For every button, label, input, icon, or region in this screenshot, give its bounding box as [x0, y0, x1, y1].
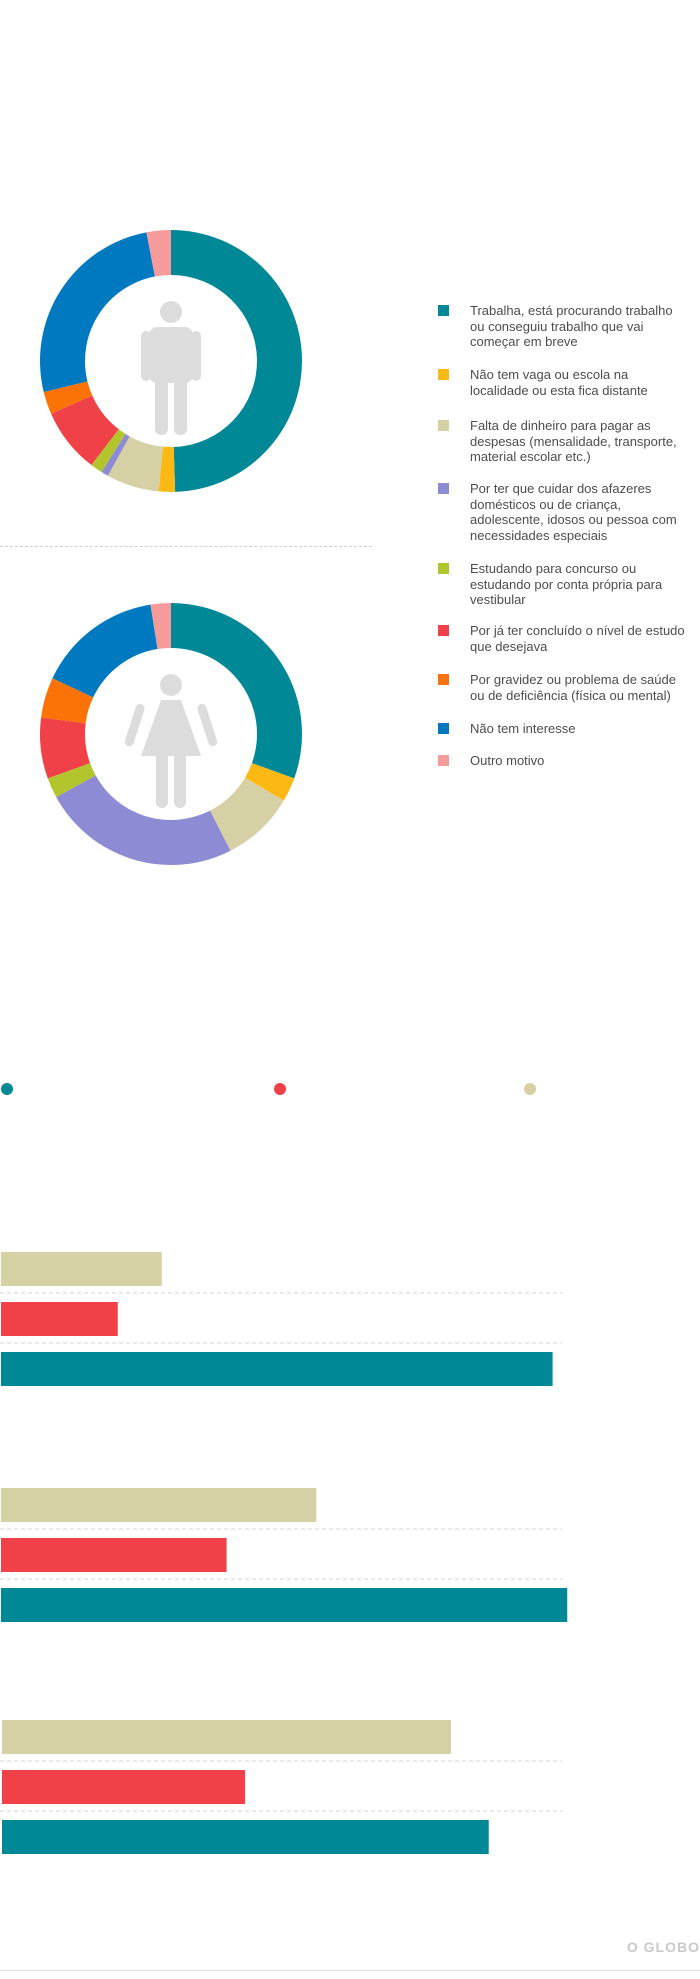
legend-marker: [1, 1083, 13, 1095]
legend-swatch: [438, 369, 449, 380]
donut-slice: [43, 381, 93, 414]
legend-item: Por gravidez ou problema de saúde ou de …: [438, 672, 688, 703]
legend-label: Trabalha, está procurando trabalho ou co…: [470, 303, 673, 349]
bar-group: [0, 1720, 562, 1854]
donut-slice: [40, 232, 155, 392]
bar-group: [0, 1252, 562, 1386]
legend-swatch: [438, 563, 449, 574]
legend-swatch: [438, 420, 449, 431]
legend-swatch: [438, 305, 449, 316]
legend-marker: [274, 1083, 286, 1095]
donut-slice: [171, 603, 302, 779]
legend-item: Não tem vaga ou escola na localidade ou …: [438, 367, 688, 398]
legend-item: Outro motivo: [438, 753, 544, 769]
legend-swatch: [438, 483, 449, 494]
legend-label: Falta de dinheiro para pagar as despesas…: [470, 418, 677, 464]
bar: [1, 1352, 553, 1386]
legend-label: Não tem vaga ou escola na localidade ou …: [470, 367, 648, 398]
legend-item: Falta de dinheiro para pagar as despesas…: [438, 418, 688, 465]
legend-swatch: [438, 755, 449, 766]
bar: [1, 1588, 568, 1622]
legend-item: Estudando para concurso ou estudando por…: [438, 561, 688, 608]
donut-slice: [52, 604, 158, 698]
legend-item: Por já ter concluído o nível de estudo q…: [438, 623, 688, 654]
donut-slice: [150, 603, 171, 650]
bar: [1, 1488, 317, 1522]
legend-swatch: [438, 674, 449, 685]
donut-slice: [107, 436, 163, 492]
donut-slice: [40, 717, 91, 779]
donut-slice: [171, 230, 302, 492]
legend-label: Por ter que cuidar dos afazeres doméstic…: [470, 481, 677, 543]
bar: [1, 1302, 118, 1336]
bar: [1, 1538, 227, 1572]
legend-label: Por gravidez ou problema de saúde ou de …: [470, 672, 676, 703]
donut-slice: [101, 433, 130, 476]
bar: [2, 1820, 489, 1854]
bar: [1, 1252, 162, 1286]
section-divider: [0, 546, 372, 547]
donut-chart-women: [40, 603, 302, 865]
donut-slice: [51, 395, 119, 466]
bar: [2, 1720, 451, 1754]
legend-label: Estudando para concurso ou estudando por…: [470, 561, 663, 607]
donut-slice: [41, 678, 94, 724]
legend-swatch: [438, 723, 449, 734]
legend-label: Outro motivo: [470, 753, 545, 768]
donut-chart-men: [40, 230, 302, 492]
donut-slice: [158, 446, 176, 492]
legend-marker: [524, 1083, 536, 1095]
footer-rule: [0, 1970, 700, 1971]
bar-chart: [0, 1080, 700, 1940]
male-icon: [141, 301, 201, 435]
donut-slice: [47, 763, 96, 798]
legend-item: Por ter que cuidar dos afazeres doméstic…: [438, 481, 688, 543]
legend-label: Não tem interesse: [470, 721, 576, 736]
donut-slice: [146, 230, 171, 277]
donut-slice: [56, 775, 231, 865]
donut-slice: [210, 777, 284, 851]
legend-item: Trabalha, está procurando trabalho ou co…: [438, 303, 688, 350]
legend-swatch: [438, 625, 449, 636]
bar: [2, 1770, 246, 1804]
legend-item: Não tem interesse: [438, 721, 576, 737]
o-globo-logo: O GLOBO: [626, 1939, 700, 1955]
female-icon: [124, 674, 218, 808]
bar-group: [0, 1488, 568, 1622]
donut-slice: [91, 429, 126, 473]
donut-slice: [245, 763, 295, 801]
legend-label: Por já ter concluído o nível de estudo q…: [470, 623, 685, 654]
